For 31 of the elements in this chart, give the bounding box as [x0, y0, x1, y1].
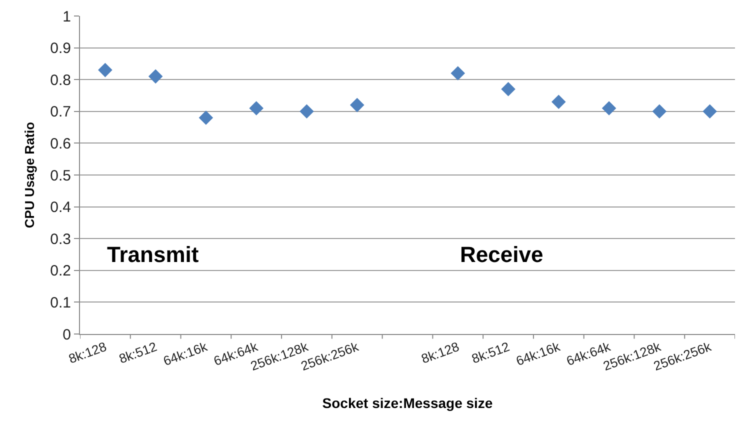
point — [98, 62, 112, 78]
x-tick-label: 64k:16k — [161, 338, 210, 369]
point — [249, 101, 264, 116]
y-tick-label: 0.9 — [50, 40, 71, 58]
x-tick-label: 8k:512 — [470, 338, 512, 366]
y-tick-label: 0.5 — [50, 167, 71, 184]
point — [602, 101, 616, 116]
x-tick-label: 64k:16k — [514, 338, 562, 369]
annotation: Receive — [460, 242, 544, 267]
annotation: Transmit — [107, 242, 200, 267]
point — [350, 98, 364, 112]
point — [148, 69, 163, 84]
point — [198, 110, 214, 125]
y-tick-label: 0.1 — [50, 294, 71, 312]
x-tick-label: 8k:512 — [117, 338, 159, 366]
y-axis-title: CPU Usage Ratio — [22, 122, 38, 228]
y-tick-label: 0.2 — [50, 262, 71, 280]
y-tick-label: 1 — [62, 8, 71, 26]
y-tick-label: 0.8 — [50, 72, 71, 89]
x-tick-label: 8k:128 — [419, 338, 462, 366]
point — [652, 104, 667, 119]
y-tick-label: 0.7 — [50, 104, 71, 121]
point — [501, 82, 516, 96]
point — [450, 66, 466, 80]
point — [552, 94, 566, 110]
point — [300, 104, 314, 119]
y-tick-label: 0.6 — [50, 135, 71, 152]
point — [702, 104, 717, 119]
y-tick-label: 0.4 — [50, 199, 71, 216]
x-axis-title: Socket size:Message size — [322, 394, 493, 411]
y-tick-label: 0.3 — [50, 230, 71, 248]
